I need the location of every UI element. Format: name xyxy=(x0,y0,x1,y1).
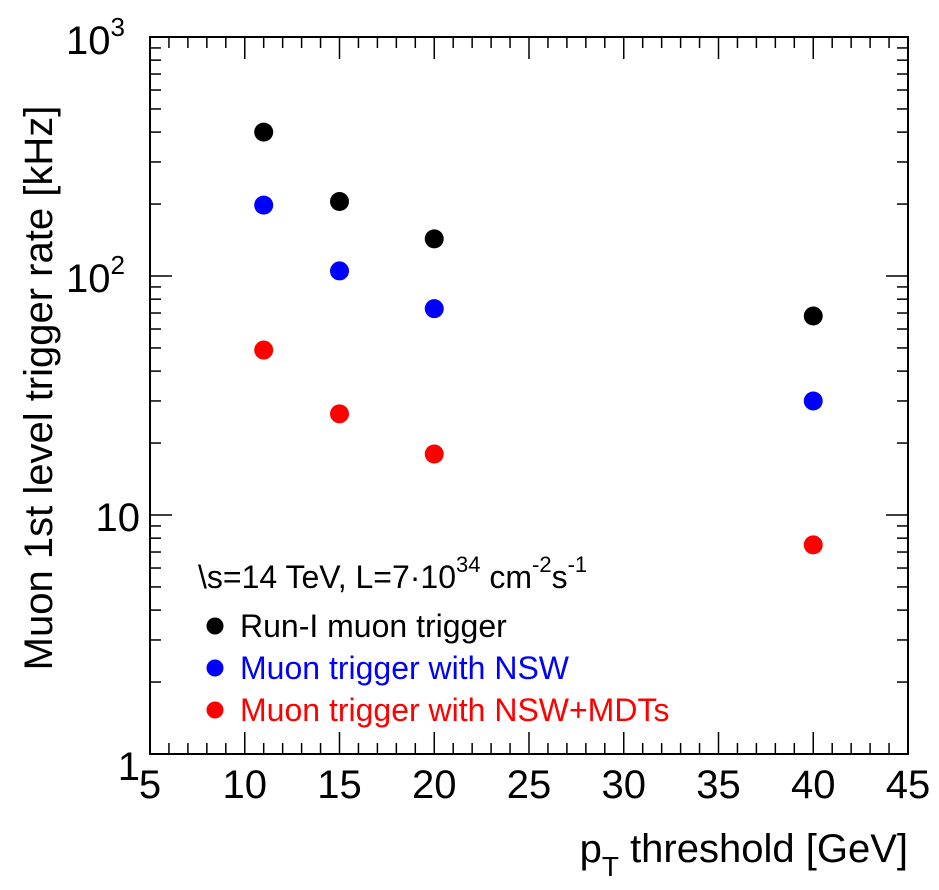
legend: Run-I muon trigger Muon trigger with NSW… xyxy=(206,608,669,728)
annot-exp34: 34 xyxy=(456,552,480,577)
y-axis-title: Muon 1st level trigger rate [kHz] xyxy=(17,106,61,671)
x-axis-title: pT threshold [GeV] xyxy=(580,827,908,882)
y-tick-label-1000: 103 xyxy=(66,12,125,63)
legend-marker-run1 xyxy=(206,617,224,635)
energy-luminosity-annotation: \s=14 TeV, L=7·1034 cm-2s-1 xyxy=(198,552,587,595)
x-tick-label: 25 xyxy=(507,763,552,807)
data-point xyxy=(424,444,444,464)
y-tick-label-10: 10 xyxy=(96,496,141,540)
x-tick-label: 15 xyxy=(317,763,362,807)
x-tick-label: 40 xyxy=(791,763,836,807)
data-point xyxy=(330,261,349,281)
axis-ticks xyxy=(149,36,909,755)
x-tick-labels: 5 10 15 20 25 30 35 40 45 xyxy=(139,763,930,807)
x-tick-label: 35 xyxy=(696,763,741,807)
y-tick-base-100: 10 xyxy=(66,257,111,301)
annot-exp-m1: -1 xyxy=(568,552,588,577)
x-axis-title-p: p xyxy=(580,827,602,871)
annot-exp-m2: -2 xyxy=(532,552,552,577)
x-tick-label: 10 xyxy=(223,763,268,807)
legend-label-run1: Run-I muon trigger xyxy=(240,608,507,644)
data-point xyxy=(254,340,274,360)
x-tick-label: 20 xyxy=(412,763,457,807)
legend-marker-nsw xyxy=(206,659,224,677)
annot-cm: cm xyxy=(480,559,532,595)
x-tick-label: 45 xyxy=(886,763,931,807)
y-tick-label-1: 1 xyxy=(118,745,140,789)
x-tick-label: 5 xyxy=(139,763,161,807)
annot-main: s=14 TeV, L=7·10 xyxy=(207,559,456,595)
legend-marker-nsw-mdt xyxy=(206,701,224,719)
data-point xyxy=(424,229,444,249)
legend-label-nsw: Muon trigger with NSW xyxy=(240,650,570,686)
data-point xyxy=(330,404,349,424)
x-axis-title-sub: T xyxy=(602,851,619,882)
legend-label-nsw-mdt: Muon trigger with NSW+MDTs xyxy=(240,692,669,728)
data-point xyxy=(254,195,274,215)
data-points xyxy=(254,122,823,555)
y-tick-base-1000: 10 xyxy=(66,19,111,63)
annot-s: s xyxy=(552,559,568,595)
annot-root: \ xyxy=(198,559,207,595)
x-tick-label: 30 xyxy=(602,763,647,807)
x-axis-title-rest: threshold [GeV] xyxy=(619,827,908,871)
y-tick-labels: 1 10 102 103 xyxy=(66,12,140,789)
data-point xyxy=(803,306,823,326)
y-tick-label-100: 102 xyxy=(66,250,125,301)
data-point xyxy=(424,299,444,319)
data-point xyxy=(803,391,823,411)
y-tick-exp-100: 2 xyxy=(111,250,125,280)
plot-frame xyxy=(149,36,909,755)
data-point xyxy=(330,191,349,211)
data-point xyxy=(803,535,823,555)
y-tick-exp-1000: 3 xyxy=(111,12,125,42)
data-point xyxy=(254,122,274,142)
